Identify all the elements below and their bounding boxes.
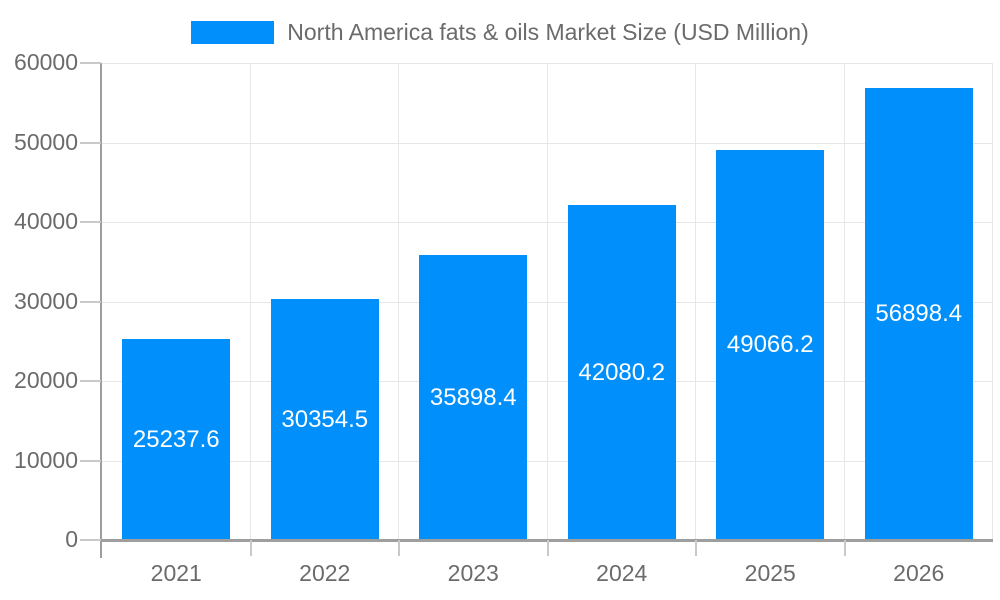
y-axis-label: 20000 <box>14 366 78 393</box>
y-axis-label: 40000 <box>14 207 78 234</box>
y-axis-tick <box>80 300 101 303</box>
horizontal-gridline <box>102 142 993 144</box>
vertical-gridline <box>546 63 548 540</box>
bar-value-label: 56898.4 <box>875 300 963 327</box>
vertical-gridline <box>398 63 399 540</box>
bar-2024[interactable]: 42080.2 <box>567 205 676 540</box>
bar-value-label: 49066.2 <box>726 331 814 358</box>
y-axis-label: 0 <box>65 525 78 552</box>
y-axis-tick <box>80 62 101 64</box>
y-axis-label: 10000 <box>14 446 78 473</box>
y-axis-label: 30000 <box>14 287 78 314</box>
horizontal-gridline <box>102 381 993 382</box>
y-axis-tick <box>80 221 101 223</box>
legend-swatch-icon <box>191 21 275 44</box>
bar-2021[interactable]: 25237.6 <box>122 339 231 540</box>
vertical-gridline <box>249 63 251 540</box>
plot-area: 25237.6 30354.5 35898.4 42080.2 49066.2 56898… <box>102 63 993 540</box>
x-axis-tick <box>398 540 400 556</box>
bar-2026[interactable]: 56898.4 <box>864 88 973 540</box>
x-axis-label: 2025 <box>744 560 796 586</box>
x-axis-tick <box>695 540 697 556</box>
x-axis-label: 2026 <box>893 560 945 586</box>
x-axis-label: 2024 <box>596 560 648 586</box>
x-axis-tick <box>843 540 846 556</box>
bar-2025[interactable]: 49066.2 <box>716 150 825 540</box>
x-axis-label: 2023 <box>447 560 499 586</box>
horizontal-gridline <box>102 460 993 462</box>
bar-2023[interactable]: 35898.4 <box>419 255 528 540</box>
horizontal-gridline <box>102 301 993 303</box>
bar-value-label: 35898.4 <box>429 383 517 411</box>
bar-value-label: 42080.2 <box>578 358 666 386</box>
x-axis-tick <box>546 540 549 556</box>
legend[interactable]: North America fats & oils Market Size (U… <box>0 19 1000 46</box>
bar-2022[interactable]: 30354.5 <box>270 299 379 540</box>
y-axis-tick <box>80 380 101 382</box>
vertical-gridline <box>695 63 696 540</box>
bar-value-label: 25237.6 <box>132 425 220 453</box>
y-axis-tick <box>80 459 101 462</box>
y-axis-tick <box>80 141 101 144</box>
bar-value-label: 30354.5 <box>281 405 369 433</box>
horizontal-gridline <box>102 63 993 64</box>
vertical-gridline <box>843 63 845 540</box>
y-axis-label: 50000 <box>14 128 78 155</box>
legend-label: North America fats & oils Market Size (U… <box>287 19 809 45</box>
horizontal-gridline <box>102 222 993 223</box>
vertical-gridline <box>992 63 993 540</box>
y-axis-label: 60000 <box>14 48 78 75</box>
x-axis-label: 2022 <box>299 560 351 586</box>
y-axis-tick <box>80 539 101 541</box>
x-axis-label: 2021 <box>150 560 202 586</box>
y-axis-line <box>100 63 102 558</box>
x-axis-tick <box>249 540 252 556</box>
